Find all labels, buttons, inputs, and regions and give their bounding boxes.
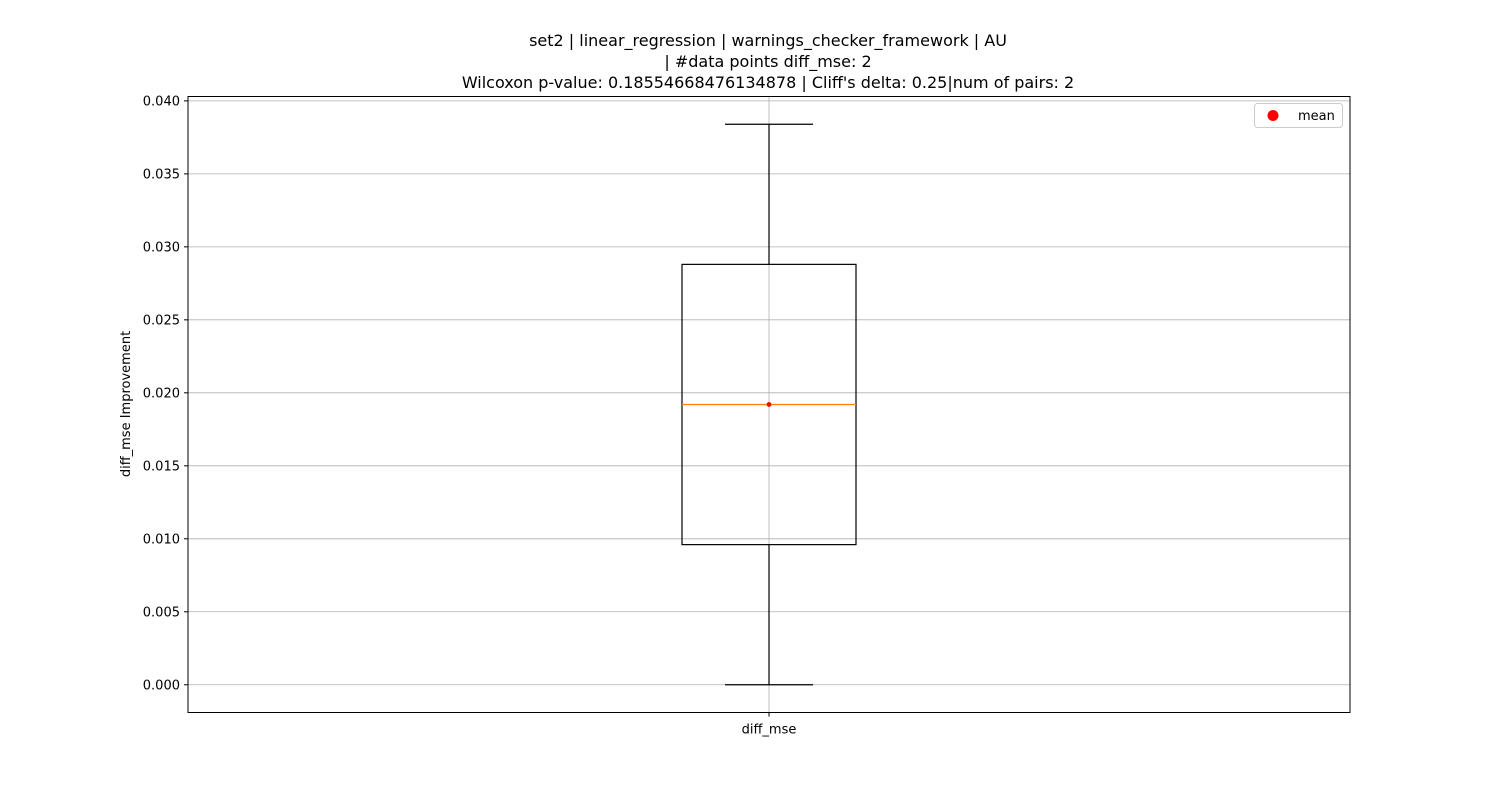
chart-title-line-2: | #data points diff_mse: 2 bbox=[664, 52, 871, 72]
legend-entry-mean: mean bbox=[1298, 109, 1335, 124]
y-axis: 0.000 0.005 0.010 0.015 0.020 0.025 0.030 0.035… bbox=[143, 94, 188, 693]
y-tick-label: 0.000 bbox=[143, 678, 180, 693]
y-tick-label: 0.020 bbox=[143, 386, 180, 401]
legend: mean bbox=[1254, 103, 1343, 128]
grid-lines bbox=[188, 96, 1350, 713]
y-tick-label: 0.030 bbox=[143, 240, 180, 255]
legend-mean-marker-icon bbox=[1267, 110, 1279, 121]
y-tick-label: 0.005 bbox=[143, 605, 180, 620]
x-tick-label: diff_mse bbox=[742, 723, 797, 738]
y-tick-label: 0.035 bbox=[143, 167, 180, 182]
y-tick-label: 0.010 bbox=[143, 532, 180, 547]
chart-title-line-3: Wilcoxon p-value: 0.18554668476134878 | … bbox=[462, 73, 1074, 92]
x-axis: diff_mse bbox=[742, 712, 797, 738]
y-axis-label: diff_mse Improvement bbox=[119, 331, 134, 477]
legend-box bbox=[1254, 103, 1343, 128]
mean-marker bbox=[766, 401, 772, 407]
box-plot-marks bbox=[681, 123, 857, 686]
chart-title-line-1: set2 | linear_regression | warnings_chec… bbox=[529, 31, 1007, 51]
y-tick-label: 0.015 bbox=[143, 459, 180, 474]
y-tick-label: 0.040 bbox=[143, 94, 180, 109]
y-tick-label: 0.025 bbox=[143, 313, 180, 328]
chart-title: set2 | linear_regression | warnings_chec… bbox=[462, 31, 1074, 92]
